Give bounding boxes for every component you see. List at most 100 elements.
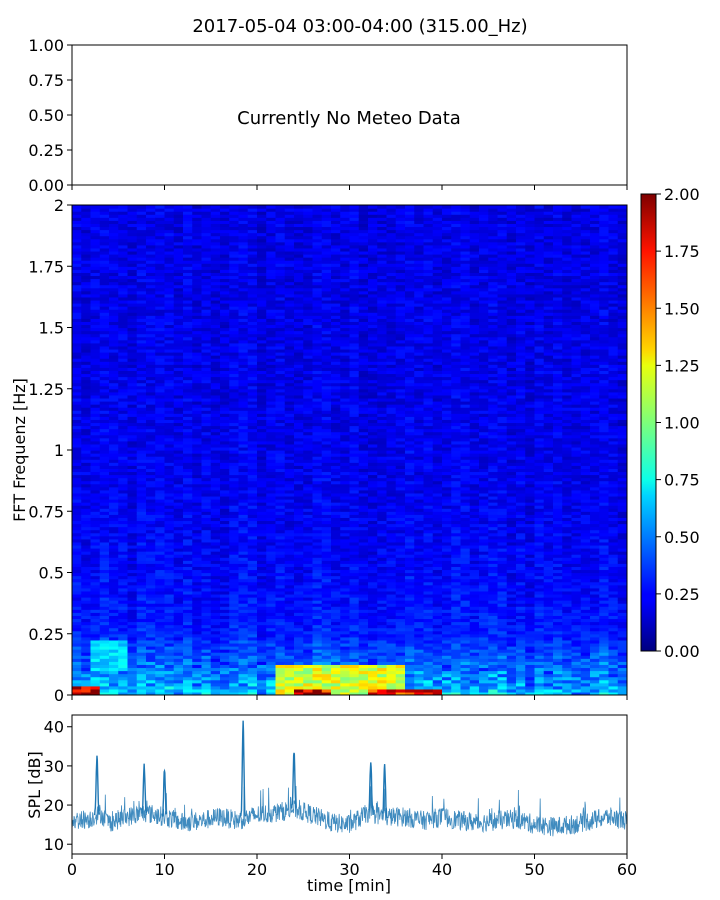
- spectrogram-cell: [247, 459, 258, 463]
- spectrogram-cell: [321, 673, 332, 678]
- spectrogram-cell: [266, 624, 277, 629]
- spectrogram-cell: [220, 508, 230, 512]
- spectrogram-cell: [331, 385, 341, 390]
- spectrogram-cell: [229, 624, 240, 629]
- spectrogram-cell: [183, 502, 193, 506]
- spectrogram-cell: [146, 416, 156, 420]
- spectrogram-cell: [275, 520, 286, 525]
- spectrogram-cell: [229, 584, 240, 589]
- spectrogram-cell: [173, 370, 184, 375]
- spectrogram-cell: [99, 266, 110, 270]
- spectrogram-cell: [127, 520, 138, 525]
- spectrogram-cell: [90, 685, 101, 690]
- spectrogram-cell: [201, 214, 212, 218]
- spectrogram-cell: [146, 394, 156, 399]
- spectrogram-cell: [321, 615, 332, 620]
- spectrogram-cell: [99, 394, 110, 399]
- spectrogram-cell: [127, 254, 138, 258]
- spectrogram-cell: [294, 290, 304, 295]
- spectrogram-cell: [146, 235, 156, 240]
- spectrogram-cell: [173, 655, 184, 659]
- spectrogram-cell: [146, 688, 156, 693]
- spectrogram-cell: [173, 226, 184, 231]
- spectrogram-cell: [266, 572, 277, 577]
- spectrogram-cell: [275, 342, 286, 347]
- spectrogram-cell: [155, 480, 166, 485]
- spectrogram-cell: [275, 431, 286, 436]
- spectrogram-cell: [90, 492, 101, 497]
- spectrogram-cell: [340, 333, 351, 338]
- spectrogram-cell: [72, 281, 82, 286]
- spectrogram-cell: [173, 563, 184, 567]
- spectrogram-cell: [155, 606, 166, 610]
- spectrogram-cell: [340, 652, 351, 656]
- spectrogram-cell: [90, 676, 101, 681]
- spectrogram-cell: [220, 303, 230, 307]
- spectrogram-cell: [164, 655, 175, 659]
- spectrogram-cell: [266, 627, 277, 632]
- spectrogram-cell: [229, 339, 240, 344]
- spectrogram-cell: [90, 505, 101, 509]
- spectrogram-cell: [72, 315, 82, 319]
- spectrogram-cell: [238, 263, 249, 267]
- spectrogram-cell: [118, 394, 129, 399]
- spectrogram-cell: [238, 593, 249, 598]
- spectrogram-cell: [136, 633, 147, 638]
- spectrogram-cell: [257, 327, 267, 332]
- spectrogram-cell: [210, 214, 221, 218]
- spectrogram-cell: [136, 440, 147, 445]
- spectrogram-cell: [220, 489, 230, 494]
- spectrogram-cell: [321, 419, 332, 424]
- spectrogram-cell: [331, 581, 341, 586]
- spectrogram-cell: [303, 257, 314, 261]
- spectrogram-cell: [118, 220, 129, 224]
- spectrogram-cell: [321, 597, 332, 601]
- spectrogram-cell: [331, 312, 341, 316]
- spectrogram-cell: [90, 290, 101, 295]
- spectrogram-cell: [90, 333, 101, 338]
- spectrogram-cell: [340, 296, 351, 301]
- spectrogram-cell: [284, 584, 295, 589]
- spectrogram-cell: [155, 691, 166, 695]
- spectrogram-cell: [340, 511, 351, 515]
- spectrogram-cell: [192, 541, 203, 546]
- spectrogram-cell: [109, 352, 119, 356]
- spectrogram-cell: [164, 676, 175, 681]
- spectrogram-cell: [331, 404, 341, 408]
- spectrogram-cell: [275, 621, 286, 626]
- spectrogram-cell: [321, 471, 332, 476]
- spectrogram-cell: [349, 609, 360, 613]
- spectrogram-cell: [127, 618, 138, 623]
- spectrogram-cell: [127, 572, 138, 577]
- spectrogram-cell: [284, 664, 295, 669]
- spectrogram-cell: [146, 364, 156, 368]
- spectrogram-cell: [136, 468, 147, 473]
- spectrogram-cell: [136, 358, 147, 362]
- spectrogram-cell: [238, 566, 249, 571]
- spectrogram-cell: [127, 456, 138, 460]
- spectrogram-cell: [164, 462, 175, 466]
- spectrogram-cell: [321, 514, 332, 518]
- spectrogram-cell: [164, 247, 175, 252]
- spectrogram-cell: [220, 603, 230, 607]
- spectrogram-cell: [340, 483, 351, 488]
- spectrogram-cell: [331, 235, 341, 240]
- spectrogram-cell: [127, 569, 138, 574]
- spectrogram-cell: [72, 257, 82, 261]
- spectrogram-cell: [349, 272, 360, 277]
- spectrogram-cell: [155, 511, 166, 515]
- spectrogram-cell: [192, 603, 203, 607]
- spectrogram-cell: [90, 554, 101, 558]
- spectrogram-cell: [229, 462, 240, 466]
- spectrogram-cell: [118, 486, 129, 491]
- spectrogram-cell: [210, 220, 221, 224]
- spectrogram-cell: [229, 621, 240, 626]
- spectrogram-cell: [201, 624, 212, 629]
- spectrogram-cell: [155, 492, 166, 497]
- spectrogram-cell: [99, 572, 110, 577]
- spectrogram-cell: [173, 459, 184, 463]
- spectrogram-cell: [220, 465, 230, 469]
- spectrogram-cell: [183, 446, 193, 451]
- spectrogram-cell: [146, 603, 156, 607]
- spectrogram-cell: [229, 425, 240, 430]
